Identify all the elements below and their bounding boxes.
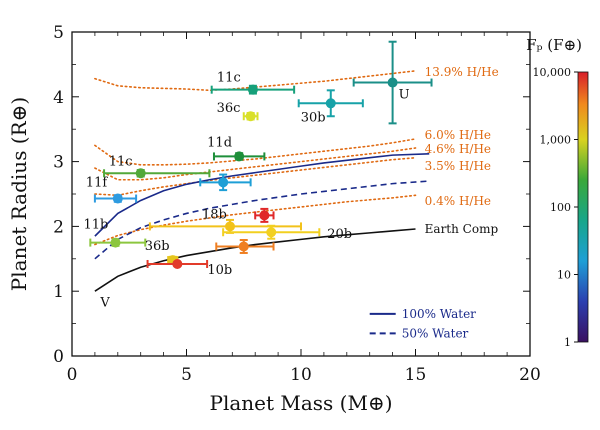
point-label: 18b	[202, 207, 227, 222]
colorbar: 10,000 1,000 100 10 1	[533, 66, 589, 349]
point-marker	[218, 177, 229, 188]
point-label: 10b	[207, 263, 232, 278]
planet-point	[242, 111, 259, 122]
curve-100-water	[94, 153, 430, 237]
point-marker	[387, 77, 398, 88]
point-label: 20b	[327, 227, 352, 242]
colorbar-tick-label: 10,000	[533, 66, 572, 79]
point-label: 11b	[84, 218, 109, 233]
point-marker	[110, 237, 121, 248]
point-label: 11f	[86, 176, 109, 191]
point-marker	[266, 227, 277, 238]
point-label: 11d	[207, 135, 232, 150]
x-tick-label: 15	[405, 365, 427, 385]
legend-label: 100% Water	[402, 307, 476, 321]
point-marker	[112, 193, 123, 204]
point-label: 36b	[145, 239, 170, 254]
x-axis-label: Planet Mass (M⊕)	[209, 391, 392, 415]
y-tick-label: 0	[53, 347, 64, 367]
planet-point	[93, 193, 138, 204]
point-label: 11c	[109, 154, 133, 169]
legend-label: 50% Water	[402, 326, 469, 340]
curve-earth-comp	[94, 228, 416, 292]
planet-point	[199, 173, 252, 192]
point-label: 36c	[217, 101, 241, 116]
curve-label: 0.4% H/He	[425, 194, 491, 208]
point-marker	[172, 258, 183, 269]
planet-point	[89, 237, 147, 248]
curve-label: 13.9% H/He	[425, 65, 499, 79]
point-marker	[225, 221, 236, 232]
y-tick-label: 2	[53, 217, 64, 237]
point-label: 11c	[217, 71, 241, 86]
x-tick-label: 5	[181, 365, 192, 385]
point-label: 30b	[301, 110, 326, 125]
colorbar-tick-label: 10	[557, 269, 571, 282]
curve-label: 6.0% H/He	[425, 128, 491, 142]
curve-label: 4.6% H/He	[425, 142, 491, 156]
point-marker	[259, 210, 270, 221]
colorbar-tick-label: 1,000	[540, 134, 572, 147]
curve-3-5-h-he	[94, 156, 417, 197]
planet-point	[146, 258, 209, 269]
point-marker	[245, 111, 256, 122]
y-tick-label: 4	[53, 88, 64, 108]
point-marker	[238, 241, 249, 252]
planet-point	[210, 84, 296, 95]
colorbar-tick-label: 100	[550, 201, 571, 214]
y-tick-label: 1	[53, 282, 64, 302]
curve-50-water	[94, 180, 430, 260]
point-marker	[247, 84, 258, 95]
colorbar-gradient	[577, 71, 589, 343]
curve-6-0-h-he	[94, 138, 417, 166]
y-tick-label: 3	[53, 153, 64, 173]
x-tick-label: 0	[67, 365, 78, 385]
planet-point	[222, 224, 321, 240]
x-tick-label: 10	[290, 365, 312, 385]
curve-4-6-h-he	[94, 147, 417, 181]
planet-point	[148, 218, 302, 234]
curve-label: Earth Comp	[425, 222, 499, 236]
planet-point	[352, 40, 433, 125]
point-marker	[325, 98, 336, 109]
planet-point	[215, 239, 275, 254]
point-marker	[234, 151, 245, 162]
y-axis-label: Planet Radius (R⊕)	[7, 97, 31, 291]
legend: 100% Water 50% Water	[369, 307, 476, 340]
model-curves: 13.9% H/He 6.0% H/He4.6% H/He 3.5% H/He 0.4…	[94, 65, 499, 292]
colorbar-title: Fₚ (F⊕)	[526, 36, 582, 54]
curve-0-4-h-he	[94, 194, 417, 246]
x-tick-label: 20	[519, 365, 541, 385]
planet-point	[254, 207, 275, 223]
planet-point	[103, 168, 211, 179]
planet-point	[297, 89, 364, 118]
planet-point	[212, 151, 266, 162]
curve-label: 3.5% H/He	[425, 159, 491, 173]
solar-system-label: V	[99, 295, 110, 310]
point-label: U	[399, 88, 410, 103]
y-tick-label: 5	[53, 23, 64, 43]
point-marker	[135, 168, 146, 179]
colorbar-tick-label: 1	[564, 336, 571, 349]
axes: 0 5 10 15 20 0 1 2 3 4 5	[53, 23, 541, 385]
